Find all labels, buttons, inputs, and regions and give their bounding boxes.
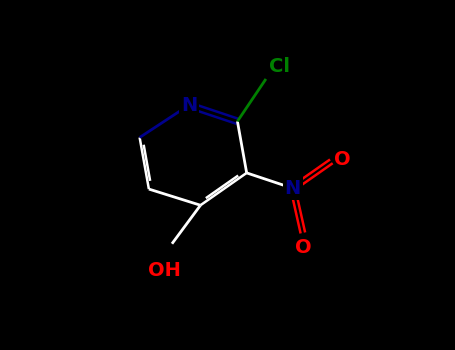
Text: Cl: Cl	[269, 57, 290, 76]
Text: O: O	[334, 150, 351, 169]
Text: N: N	[285, 179, 301, 198]
Text: OH: OH	[148, 261, 181, 280]
Text: N: N	[181, 96, 197, 115]
Text: O: O	[294, 238, 311, 257]
